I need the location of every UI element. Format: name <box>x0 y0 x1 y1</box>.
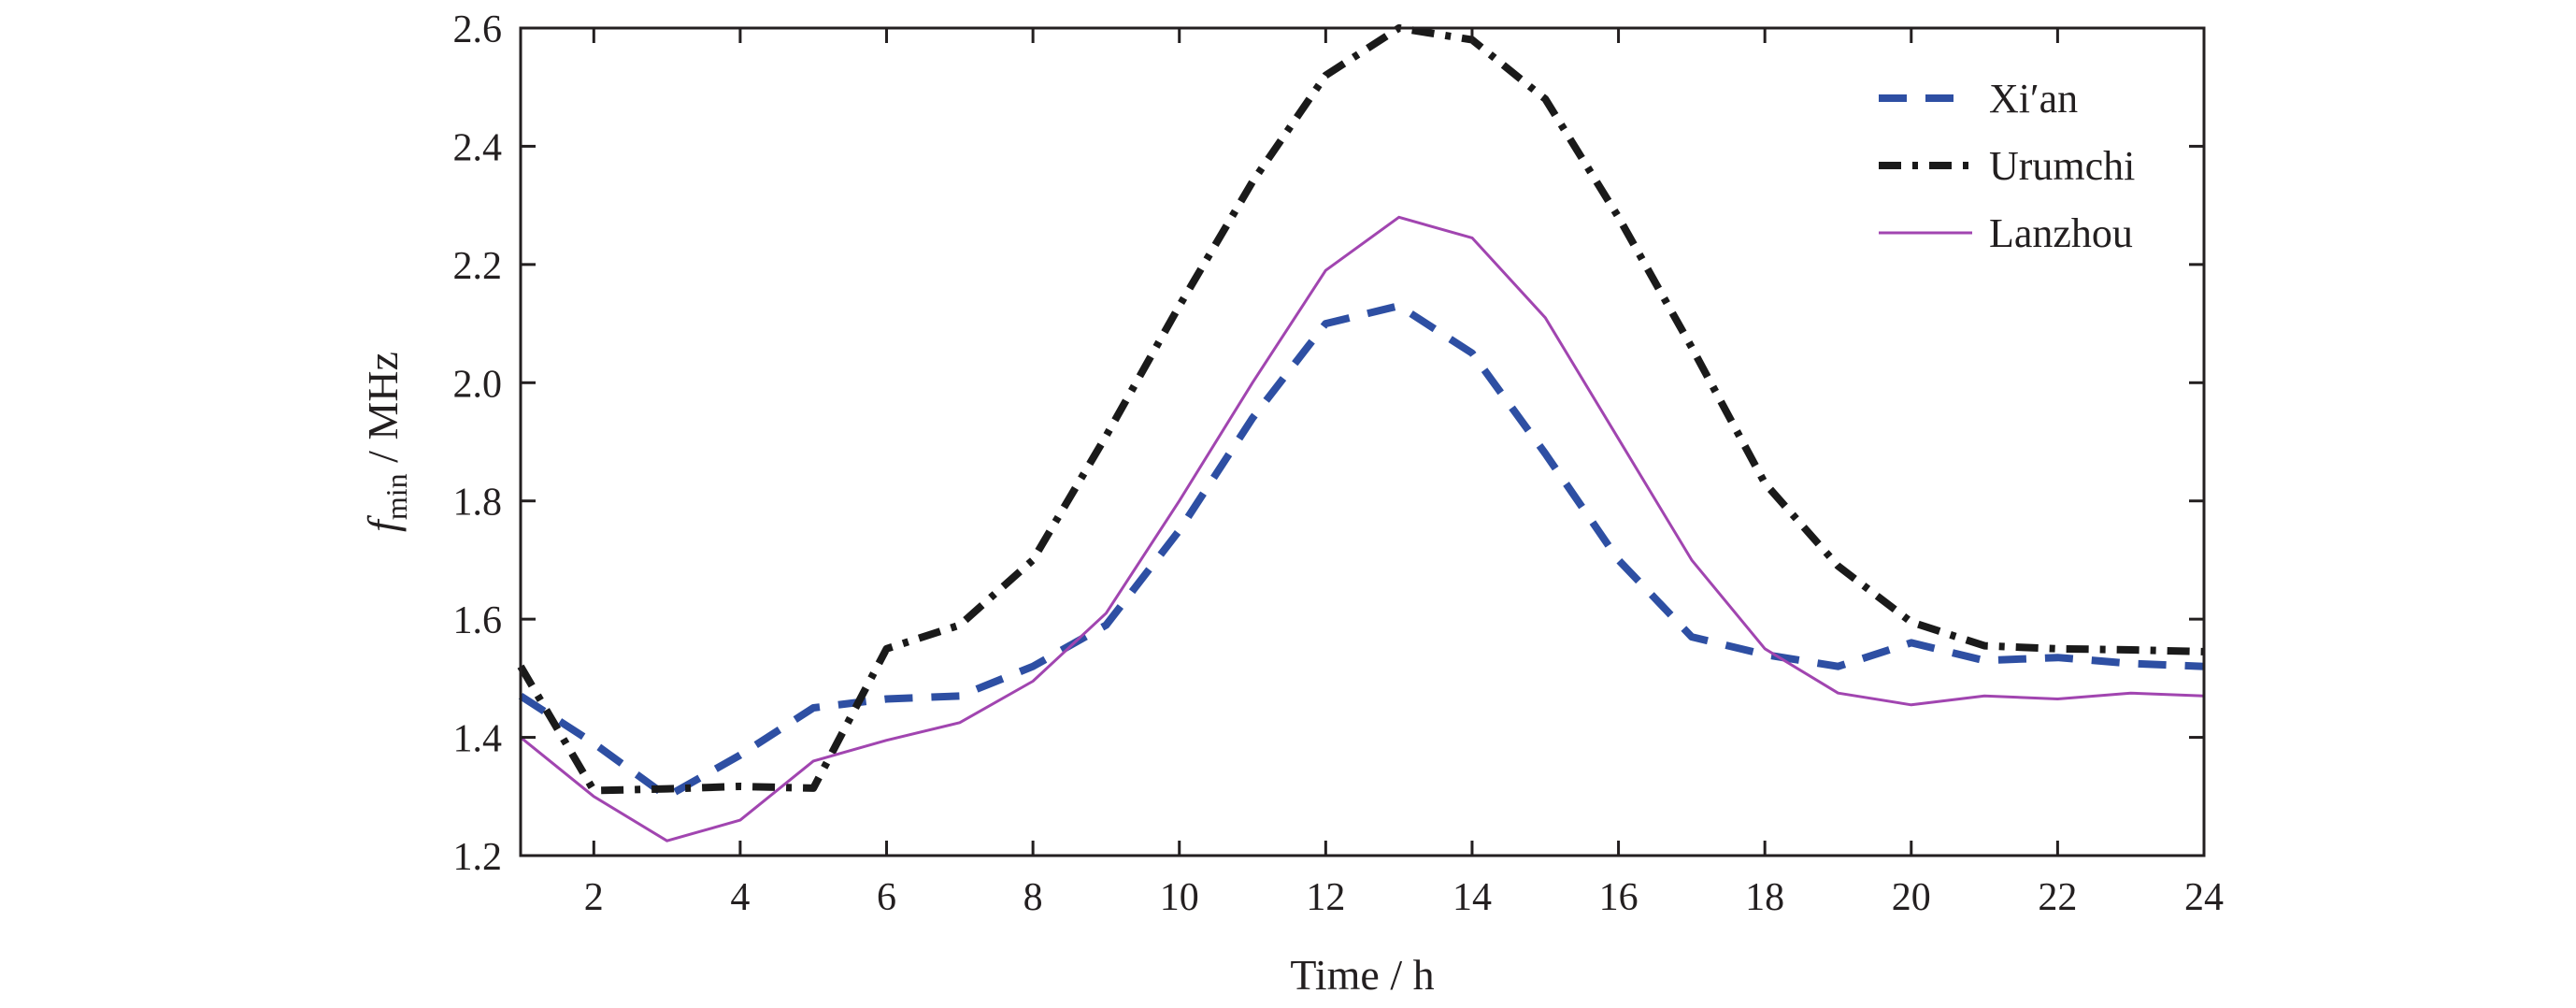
series-line-xi-an <box>518 302 2205 800</box>
axis-ticks: 2 4 6 8 10 12 14 16 18 20 22 241.21.41.61.82.02.22.… <box>453 8 2225 919</box>
legend-label: Urumchi <box>1989 143 2135 189</box>
x-tick-label: 14 <box>1453 876 1492 919</box>
x-tick-label: 24 <box>2184 876 2224 919</box>
legend-label: Lanzhou <box>1989 210 2133 256</box>
x-tick-label: 6 <box>877 876 896 919</box>
y-axis-title: fmin / MHz <box>359 352 413 532</box>
x-tick-label: 2 <box>584 876 604 919</box>
y-tick-label: 1.2 <box>453 836 503 879</box>
series-layer <box>517 24 2205 842</box>
x-tick-label: 12 <box>1306 876 1345 919</box>
y-tick-label: 2.2 <box>453 245 503 288</box>
plot-frame <box>519 26 2206 857</box>
y-tick-label: 1.4 <box>453 718 503 761</box>
legend: Xi′an Urumchi Lanzhou <box>1879 76 2135 256</box>
y-tick-label: 2.6 <box>453 8 503 51</box>
y-axis-subscript: min <box>379 473 413 520</box>
series-line-lanzhou <box>520 215 2205 842</box>
y-tick-label: 1.6 <box>453 599 503 642</box>
x-tick-label: 16 <box>1599 876 1639 919</box>
x-tick-label: 8 <box>1023 876 1043 919</box>
x-tick-label: 4 <box>730 876 750 919</box>
x-axis-title: Time / h <box>1290 951 1434 999</box>
x-tick-label: 20 <box>1892 876 1931 919</box>
y-tick-label: 2.4 <box>453 126 503 169</box>
y-axis-unit: / MHz <box>359 352 407 473</box>
series-line-urumchi <box>517 24 2205 795</box>
x-tick-label: 22 <box>2038 876 2077 919</box>
y-tick-label: 2.0 <box>453 363 503 406</box>
x-tick-label: 10 <box>1160 876 1199 919</box>
y-tick-label: 1.8 <box>453 482 503 525</box>
x-tick-label: 18 <box>1745 876 1784 919</box>
legend-label: Xi′an <box>1989 76 2078 122</box>
